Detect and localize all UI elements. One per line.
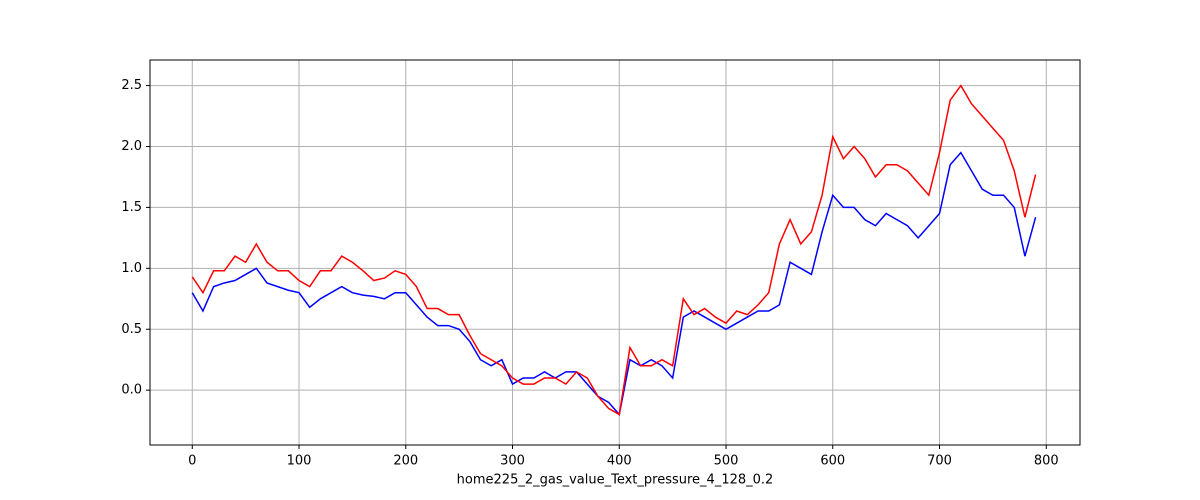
x-tick-label: 0 bbox=[188, 454, 196, 469]
y-tick-label: 2.0 bbox=[121, 139, 142, 154]
series-line bbox=[191, 84, 1037, 416]
x-tick-label: 800 bbox=[1034, 454, 1059, 469]
y-tick-label: 1.5 bbox=[121, 200, 142, 215]
x-tick-label: 600 bbox=[820, 454, 845, 469]
x-tick-label: 300 bbox=[500, 454, 525, 469]
series-line bbox=[191, 151, 1037, 417]
x-tick-label: 500 bbox=[714, 454, 739, 469]
x-axis-label: home225_2_gas_value_Text_pressure_4_128_… bbox=[457, 473, 774, 488]
y-tick-label: 0.0 bbox=[121, 383, 142, 398]
y-tick-label: 2.5 bbox=[121, 78, 142, 93]
x-tick-label: 200 bbox=[393, 454, 418, 469]
plot-frame bbox=[149, 59, 1081, 446]
x-tick-label: 400 bbox=[607, 454, 632, 469]
y-tick-label: 1.0 bbox=[121, 261, 142, 276]
x-tick-label: 100 bbox=[287, 454, 312, 469]
y-tick-label: 0.5 bbox=[121, 322, 142, 337]
x-tick-label: 700 bbox=[927, 454, 952, 469]
